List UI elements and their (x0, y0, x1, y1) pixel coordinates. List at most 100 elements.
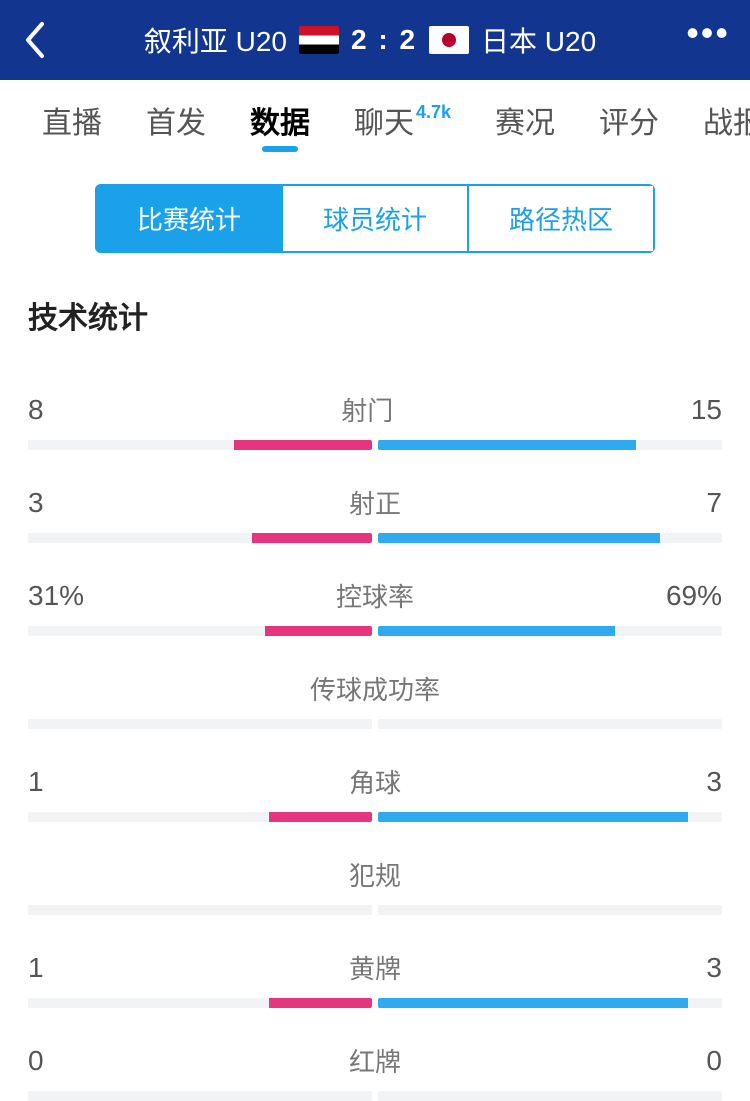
stat-away-bar-track (378, 998, 722, 1008)
stat-away-value: 3 (706, 952, 722, 984)
stat-row: 8 射门 15 (28, 391, 722, 450)
stat-top: 3 射正 7 (28, 484, 722, 521)
chevron-left-icon (22, 20, 48, 60)
stat-home-bar-track (28, 812, 372, 822)
stat-home-bar-fill (265, 626, 372, 636)
stat-bars (28, 440, 722, 450)
stat-top: 1 黄牌 3 (28, 949, 722, 986)
tab-label: 聊天 (354, 98, 414, 142)
stat-top: 31%控球率69% (28, 577, 722, 614)
stat-top: 0 红牌 0 (28, 1042, 722, 1079)
stat-label: 射门 (341, 391, 393, 428)
stat-bars (28, 719, 722, 729)
stat-home-value: 1 (28, 766, 44, 798)
stat-away-bar-track (378, 440, 722, 450)
stat-home-value: 1 (28, 952, 44, 984)
tab-item[interactable]: 战报 (681, 80, 750, 160)
stat-top: 传球成功率 (28, 670, 722, 707)
stat-away-bar-fill (378, 440, 636, 450)
stat-home-bar-track (28, 440, 372, 450)
nav-tabs: 直播首发数据聊天4.7k 赛况评分战报 (0, 80, 750, 160)
stat-home-bar-fill (234, 440, 372, 450)
stat-label: 黄牌 (349, 949, 401, 986)
stat-away-bar-fill (378, 998, 688, 1008)
stat-away-value: 3 (706, 766, 722, 798)
stat-top: 1 角球 3 (28, 763, 722, 800)
back-button[interactable] (10, 15, 60, 65)
stat-away-bar-fill (378, 533, 660, 543)
tab-item[interactable]: 直播 (20, 80, 124, 160)
stat-home-value: 0 (28, 1045, 44, 1077)
stat-label: 传球成功率 (310, 670, 440, 707)
match-header: 叙利亚 U20 2 : 2 日本 U20 ••• (0, 0, 750, 80)
stat-row: 0 红牌 0 (28, 1042, 722, 1101)
stat-row: 传球成功率 (28, 670, 722, 729)
stat-away-bar-track (378, 626, 722, 636)
stat-bars (28, 1091, 722, 1101)
stat-home-value: 31% (28, 580, 84, 612)
stat-bars (28, 533, 722, 543)
stat-row: 31%控球率69% (28, 577, 722, 636)
home-team-flag-icon (299, 26, 339, 54)
tab-label: 评分 (599, 98, 659, 142)
tab-label: 直播 (42, 98, 102, 142)
tab-label: 赛况 (495, 98, 555, 142)
stat-bars (28, 998, 722, 1008)
stat-home-value: 8 (28, 394, 44, 426)
stat-label: 控球率 (336, 577, 414, 614)
stat-row: 犯规 (28, 856, 722, 915)
stat-row: 3 射正 7 (28, 484, 722, 543)
tab-label: 数据 (250, 98, 310, 142)
tab-item[interactable]: 首发 (124, 80, 228, 160)
stat-bars (28, 626, 722, 636)
stat-away-bar-track (378, 905, 722, 915)
away-team-flag-icon (429, 26, 469, 54)
tab-item[interactable]: 数据 (228, 80, 332, 160)
stat-top: 8 射门 15 (28, 391, 722, 428)
stat-label: 犯规 (349, 856, 401, 893)
stat-home-bar-track (28, 905, 372, 915)
segmented-item[interactable]: 路径热区 (467, 184, 655, 253)
stats-list: 8射门153射正731%控球率69%传球成功率1角球3犯规1黄牌30红牌0 (0, 347, 750, 1101)
stat-away-bar-fill (378, 626, 615, 636)
stat-home-bar-track (28, 533, 372, 543)
segmented-control: 比赛统计球员统计路径热区 (95, 184, 655, 253)
stat-home-bar-track (28, 719, 372, 729)
stat-away-bar-fill (378, 812, 688, 822)
stat-label: 角球 (349, 763, 401, 800)
stat-home-bar-fill (269, 998, 372, 1008)
home-team-name: 叙利亚 U20 (144, 20, 287, 60)
stat-away-value: 15 (691, 394, 722, 426)
stat-home-bar-fill (269, 812, 372, 822)
stat-top: 犯规 (28, 856, 722, 893)
segmented-item[interactable]: 比赛统计 (95, 184, 281, 253)
stat-away-bar-track (378, 812, 722, 822)
stat-away-value: 0 (706, 1045, 722, 1077)
stat-home-bar-fill (252, 533, 372, 543)
stat-home-bar-track (28, 626, 372, 636)
tab-item[interactable]: 赛况 (473, 80, 577, 160)
tab-badge: 4.7k (416, 102, 451, 123)
match-title: 叙利亚 U20 2 : 2 日本 U20 (60, 20, 680, 60)
away-team-name: 日本 U20 (481, 20, 596, 60)
stat-bars (28, 905, 722, 915)
tab-label: 战报 (703, 98, 750, 142)
stat-label: 射正 (349, 484, 401, 521)
tab-item[interactable]: 聊天4.7k (332, 80, 473, 160)
stat-away-value: 7 (706, 487, 722, 519)
tab-label: 首发 (146, 98, 206, 142)
stat-home-value: 3 (28, 487, 44, 519)
section-title: 技术统计 (0, 253, 750, 347)
segmented-item[interactable]: 球员统计 (281, 184, 467, 253)
stat-away-bar-track (378, 1091, 722, 1101)
match-score: 2 : 2 (351, 24, 417, 56)
tab-item[interactable]: 评分 (577, 80, 681, 160)
stat-row: 1 角球 3 (28, 763, 722, 822)
stat-bars (28, 812, 722, 822)
stat-away-bar-track (378, 533, 722, 543)
stat-home-bar-track (28, 1091, 372, 1101)
stat-away-bar-track (378, 719, 722, 729)
stat-label: 红牌 (349, 1042, 401, 1079)
stat-row: 1 黄牌 3 (28, 949, 722, 1008)
more-button[interactable]: ••• (680, 12, 730, 54)
